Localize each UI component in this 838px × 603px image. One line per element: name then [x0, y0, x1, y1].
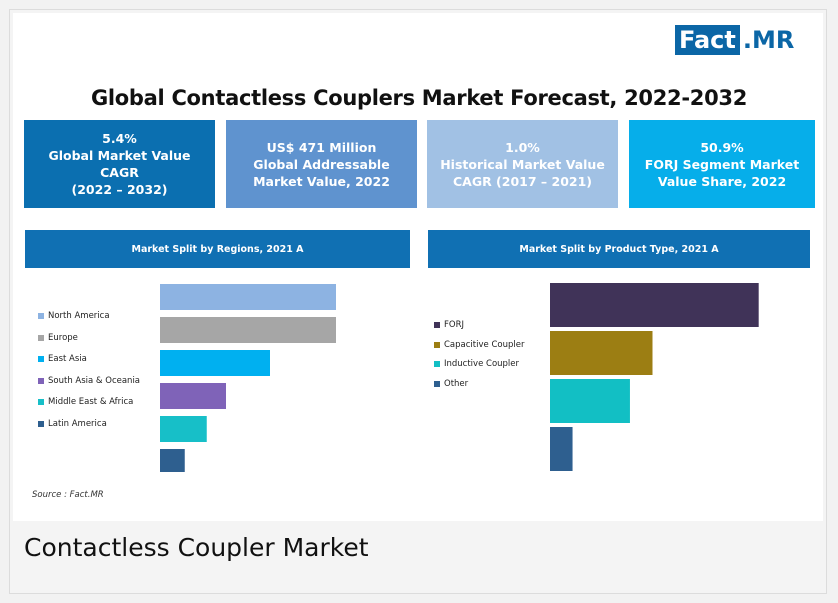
product-bar-chart	[550, 283, 759, 471]
kpi-box-market-value: US$ 471 Million Global Addressable Marke…	[226, 120, 417, 208]
bar-other	[550, 427, 573, 471]
legend-label: East Asia	[48, 354, 87, 364]
legend-item-latin-america: Latin America	[38, 419, 107, 429]
legend-swatch	[434, 380, 440, 387]
regions-bar-chart	[160, 284, 336, 472]
bar-forj	[550, 283, 759, 327]
legend-label: Inductive Coupler	[444, 359, 520, 369]
legend-item-south-asia-and-oceania: South Asia & Oceania	[38, 376, 140, 386]
legend-swatch	[38, 420, 44, 427]
source-note: Source : Fact.MR	[32, 490, 104, 500]
legend-swatch	[434, 341, 440, 348]
bar-inductive-coupler	[550, 379, 630, 423]
legend-item-north-america: North America	[38, 311, 110, 321]
legend-item-capacitive-coupler: Capacitive Coupler	[434, 340, 524, 350]
legend-item-east-asia: East Asia	[38, 354, 87, 364]
legend-swatch	[38, 377, 44, 384]
legend-label: South Asia & Oceania	[48, 375, 141, 386]
legend-swatch	[38, 334, 44, 341]
logo-part-1: Fact	[675, 25, 740, 55]
product-legend: FORJ Capacitive Coupler Inductive Coupler O…	[434, 320, 544, 400]
bar-south-asia-and-oceania	[160, 383, 226, 409]
regions-legend: North America Europe East Asia South Asia &…	[38, 311, 158, 431]
kpi-box-historical-cagr: 1.0% Historical Market Value CAGR (2017 …	[427, 120, 618, 208]
bar-east-asia	[160, 350, 270, 376]
bar-middle-east-and-africa	[160, 416, 207, 442]
legend-swatch	[38, 399, 44, 405]
infographic-title: Global Contactless Couplers Market Forec…	[90, 86, 748, 110]
bar-europe	[160, 317, 336, 343]
kpi-box-cagr: 5.4% Global Market Value CAGR (2022 – 20…	[24, 120, 215, 208]
legend-item-middle-east-and-africa: Middle East & Africa	[38, 397, 133, 407]
legend-label: North America	[48, 311, 110, 321]
kpi-box-forj-share: 50.9% FORJ Segment Market Value Share, 2…	[629, 120, 815, 208]
legend-label: Capacitive Coupler	[444, 339, 525, 350]
product-chart-title: Market Split by Product Type, 2021 A	[428, 230, 810, 268]
bar-latin-america	[160, 449, 185, 472]
logo-part-2: .MR	[742, 26, 795, 54]
legend-swatch	[38, 313, 44, 319]
factmr-logo: Fact .MR	[675, 25, 794, 55]
image-caption: Contactless Coupler Market	[24, 533, 369, 562]
legend-swatch	[434, 361, 440, 367]
legend-label: FORJ	[444, 320, 464, 330]
legend-item-europe: Europe	[38, 333, 78, 343]
legend-label: Middle East & Africa	[48, 397, 134, 407]
legend-label: Latin America	[48, 418, 107, 429]
legend-swatch	[434, 322, 440, 328]
bar-capacitive-coupler	[550, 331, 653, 375]
legend-swatch	[38, 356, 44, 362]
legend-item-inductive-coupler: Inductive Coupler	[434, 359, 519, 369]
legend-item-forj: FORJ	[434, 320, 464, 330]
legend-label: Other	[444, 378, 469, 389]
legend-label: Europe	[48, 332, 78, 343]
regions-chart-title: Market Split by Regions, 2021 A	[25, 230, 410, 268]
legend-item-other: Other	[434, 379, 468, 389]
bar-north-america	[160, 284, 336, 310]
